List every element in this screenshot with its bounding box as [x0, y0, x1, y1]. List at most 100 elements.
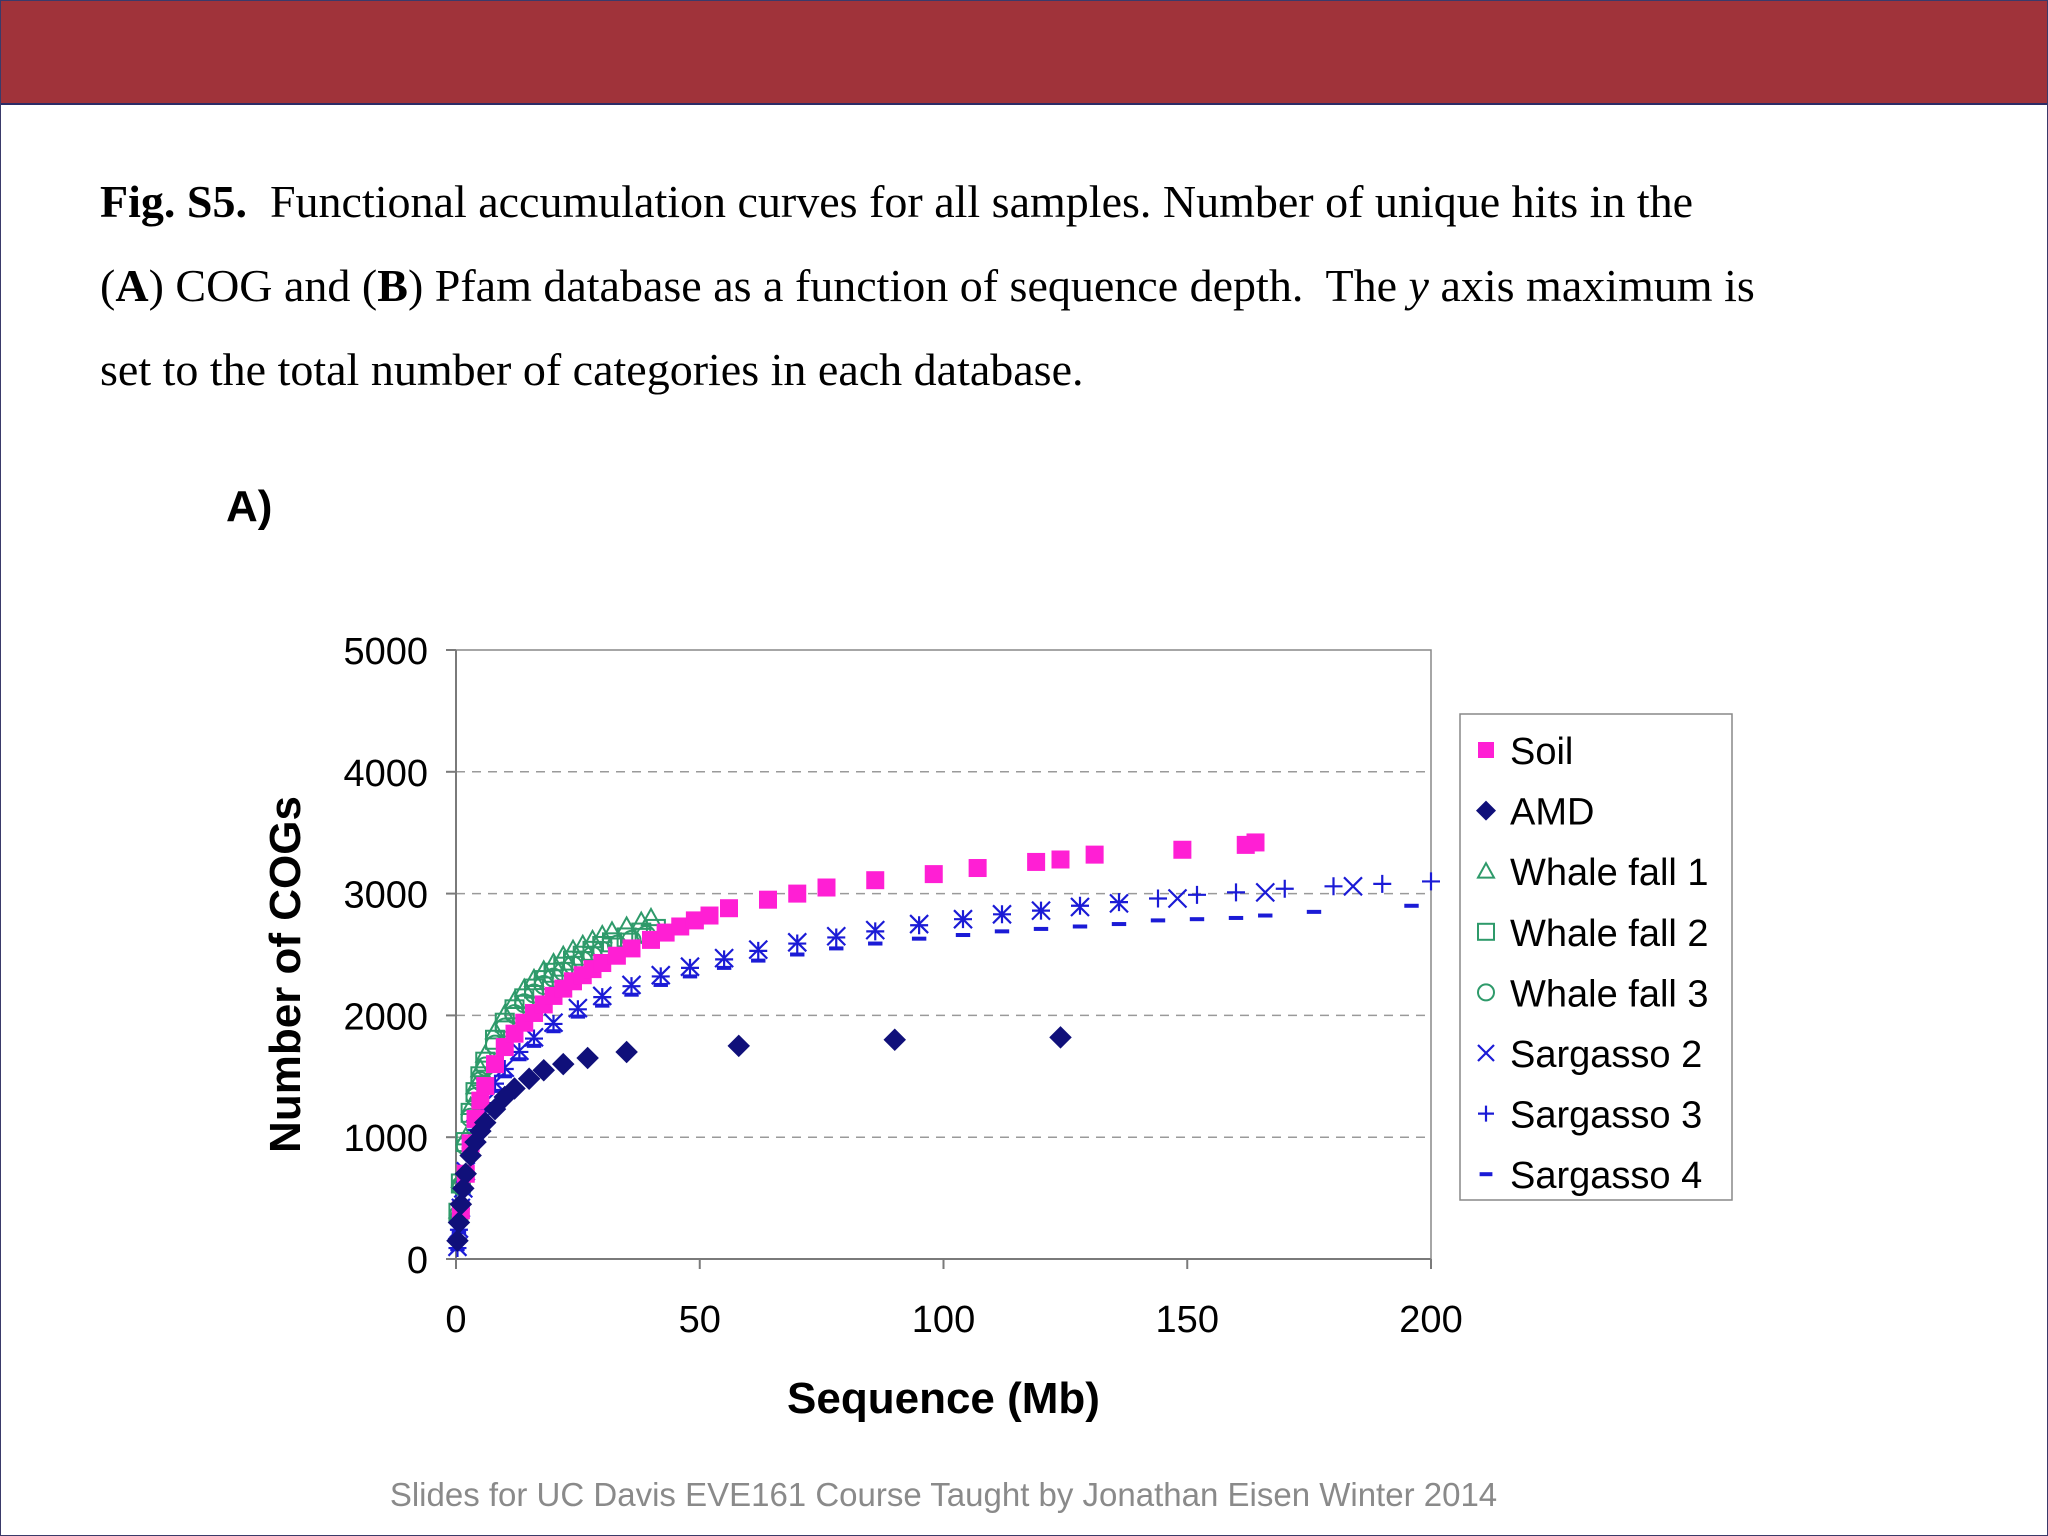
- data-point: [1306, 909, 1322, 914]
- data-point: [1258, 913, 1273, 918]
- data-point: [1228, 915, 1244, 920]
- data-point: [1049, 1026, 1072, 1049]
- data-point: [1324, 877, 1343, 896]
- data-point: [1027, 852, 1046, 871]
- data-point: [1255, 882, 1276, 903]
- legend-item-whale-fall-1: Whale fall 1: [1476, 852, 1709, 894]
- y-tick-label: 2000: [343, 996, 428, 1038]
- data-point: [452, 1177, 475, 1200]
- data-point: [700, 906, 719, 925]
- legend-marker: [1479, 1172, 1493, 1177]
- legend-item-soil: Soil: [1478, 731, 1573, 773]
- data-point: [568, 998, 588, 1018]
- data-point: [759, 890, 777, 909]
- data-point: [591, 923, 613, 944]
- slide-title-bar: [0, 0, 2048, 105]
- legend-marker: [1477, 983, 1495, 1002]
- data-point: [486, 1055, 504, 1074]
- caption-line-2: (A) COG and (B) Pfam database as a funct…: [100, 244, 1980, 328]
- series-sargasso-3: [448, 872, 1440, 1258]
- data-point: [865, 920, 886, 940]
- data-point: [469, 1057, 492, 1078]
- legend-label: Sargasso 2: [1510, 1034, 1702, 1076]
- data-point: [1149, 889, 1167, 908]
- legend-label: Whale fall 3: [1510, 973, 1709, 1015]
- data-point: [601, 920, 623, 940]
- data-point: [640, 906, 662, 927]
- data-point: [992, 904, 1012, 925]
- legend-item-amd: AMD: [1476, 792, 1594, 834]
- y-tick-label: 1000: [343, 1118, 428, 1160]
- data-point: [968, 859, 987, 878]
- caption-mid-2: ) Pfam database as a function of sequenc…: [407, 260, 1409, 311]
- figure-caption: Fig. S5. Functional accumulation curves …: [100, 160, 1980, 412]
- caption-mid-3: axis maximum is: [1428, 260, 1755, 311]
- data-point: [474, 1043, 496, 1063]
- data-point: [517, 1067, 541, 1090]
- data-point: [572, 933, 594, 953]
- y-tick-label: 5000: [343, 631, 428, 673]
- legend-marker: [1477, 1044, 1495, 1062]
- data-point: [955, 933, 971, 938]
- data-point: [476, 1077, 495, 1096]
- data-point: [1150, 918, 1166, 923]
- legend-box: [1459, 713, 1733, 1201]
- data-point: [1085, 845, 1104, 864]
- data-point: [924, 865, 943, 884]
- data-point: [787, 932, 808, 953]
- data-point: [1404, 903, 1419, 908]
- data-point: [714, 948, 734, 968]
- axes: 0 1000 2000 3000 4000 5000 0 50 100 150 200: [343, 631, 1462, 1341]
- data-point: [826, 926, 847, 947]
- data-point: [671, 917, 690, 936]
- legend-label: Soil: [1510, 731, 1573, 773]
- legend-label: Whale fall 2: [1510, 913, 1709, 955]
- data-point: [1422, 872, 1440, 891]
- x-tick-label: 100: [912, 1299, 975, 1341]
- legend-item-sargasso-3: Sargasso 3: [1478, 1095, 1702, 1137]
- data-point: [650, 965, 671, 985]
- legend-label: AMD: [1510, 792, 1594, 834]
- legend-label: Sargasso 4: [1510, 1155, 1702, 1197]
- data-point: [454, 1162, 477, 1185]
- x-axis-label: Sequence (Mb): [787, 1374, 1100, 1423]
- data-point: [1227, 883, 1245, 902]
- y-tick-label: 3000: [343, 875, 428, 917]
- legend-marker: [1476, 861, 1496, 879]
- data-point: [994, 929, 1010, 934]
- data-point: [868, 941, 883, 946]
- data-point: [513, 977, 535, 997]
- data-point: [909, 914, 929, 934]
- data-point: [630, 910, 652, 930]
- legend-item-sargasso-4: Sargasso 4: [1479, 1155, 1702, 1197]
- y-tick-label: 0: [407, 1240, 428, 1282]
- caption-line-3: set to the total number of categories in…: [100, 344, 1084, 395]
- slide-footer: Slides for UC Davis EVE161 Course Taught…: [389, 1476, 1498, 1513]
- data-point: [680, 956, 700, 977]
- data-point: [532, 1058, 555, 1082]
- legend-item-whale-fall-2: Whale fall 2: [1477, 913, 1709, 955]
- data-point: [593, 954, 612, 973]
- data-point: [1111, 922, 1127, 927]
- data-point: [790, 952, 805, 957]
- data-point: [817, 878, 836, 897]
- legend-item-whale-fall-3: Whale fall 3: [1477, 973, 1709, 1015]
- data-point: [751, 958, 766, 963]
- data-point: [1343, 876, 1363, 897]
- data-point: [748, 939, 769, 960]
- data-point: [1109, 893, 1129, 914]
- legend-item-sargasso-2: Sargasso 2: [1477, 1034, 1702, 1076]
- data-point: [562, 938, 584, 958]
- panel-label: A): [226, 482, 273, 531]
- legend: Soil AMD Whale fall 1 Whale fall 2 Whale fal…: [1459, 713, 1733, 1201]
- legend-marker: [1478, 742, 1494, 758]
- caption-open-paren: (: [100, 260, 116, 311]
- data-point: [552, 1052, 575, 1076]
- data-point: [1072, 924, 1088, 929]
- caption-text-1: Functional accumulation curves for all s…: [269, 176, 1694, 227]
- y-axis-label: Number of COGs: [261, 796, 310, 1153]
- grid-lines: [456, 771, 1431, 1138]
- data-point: [503, 1077, 526, 1100]
- caption-y-word: y: [1408, 260, 1429, 311]
